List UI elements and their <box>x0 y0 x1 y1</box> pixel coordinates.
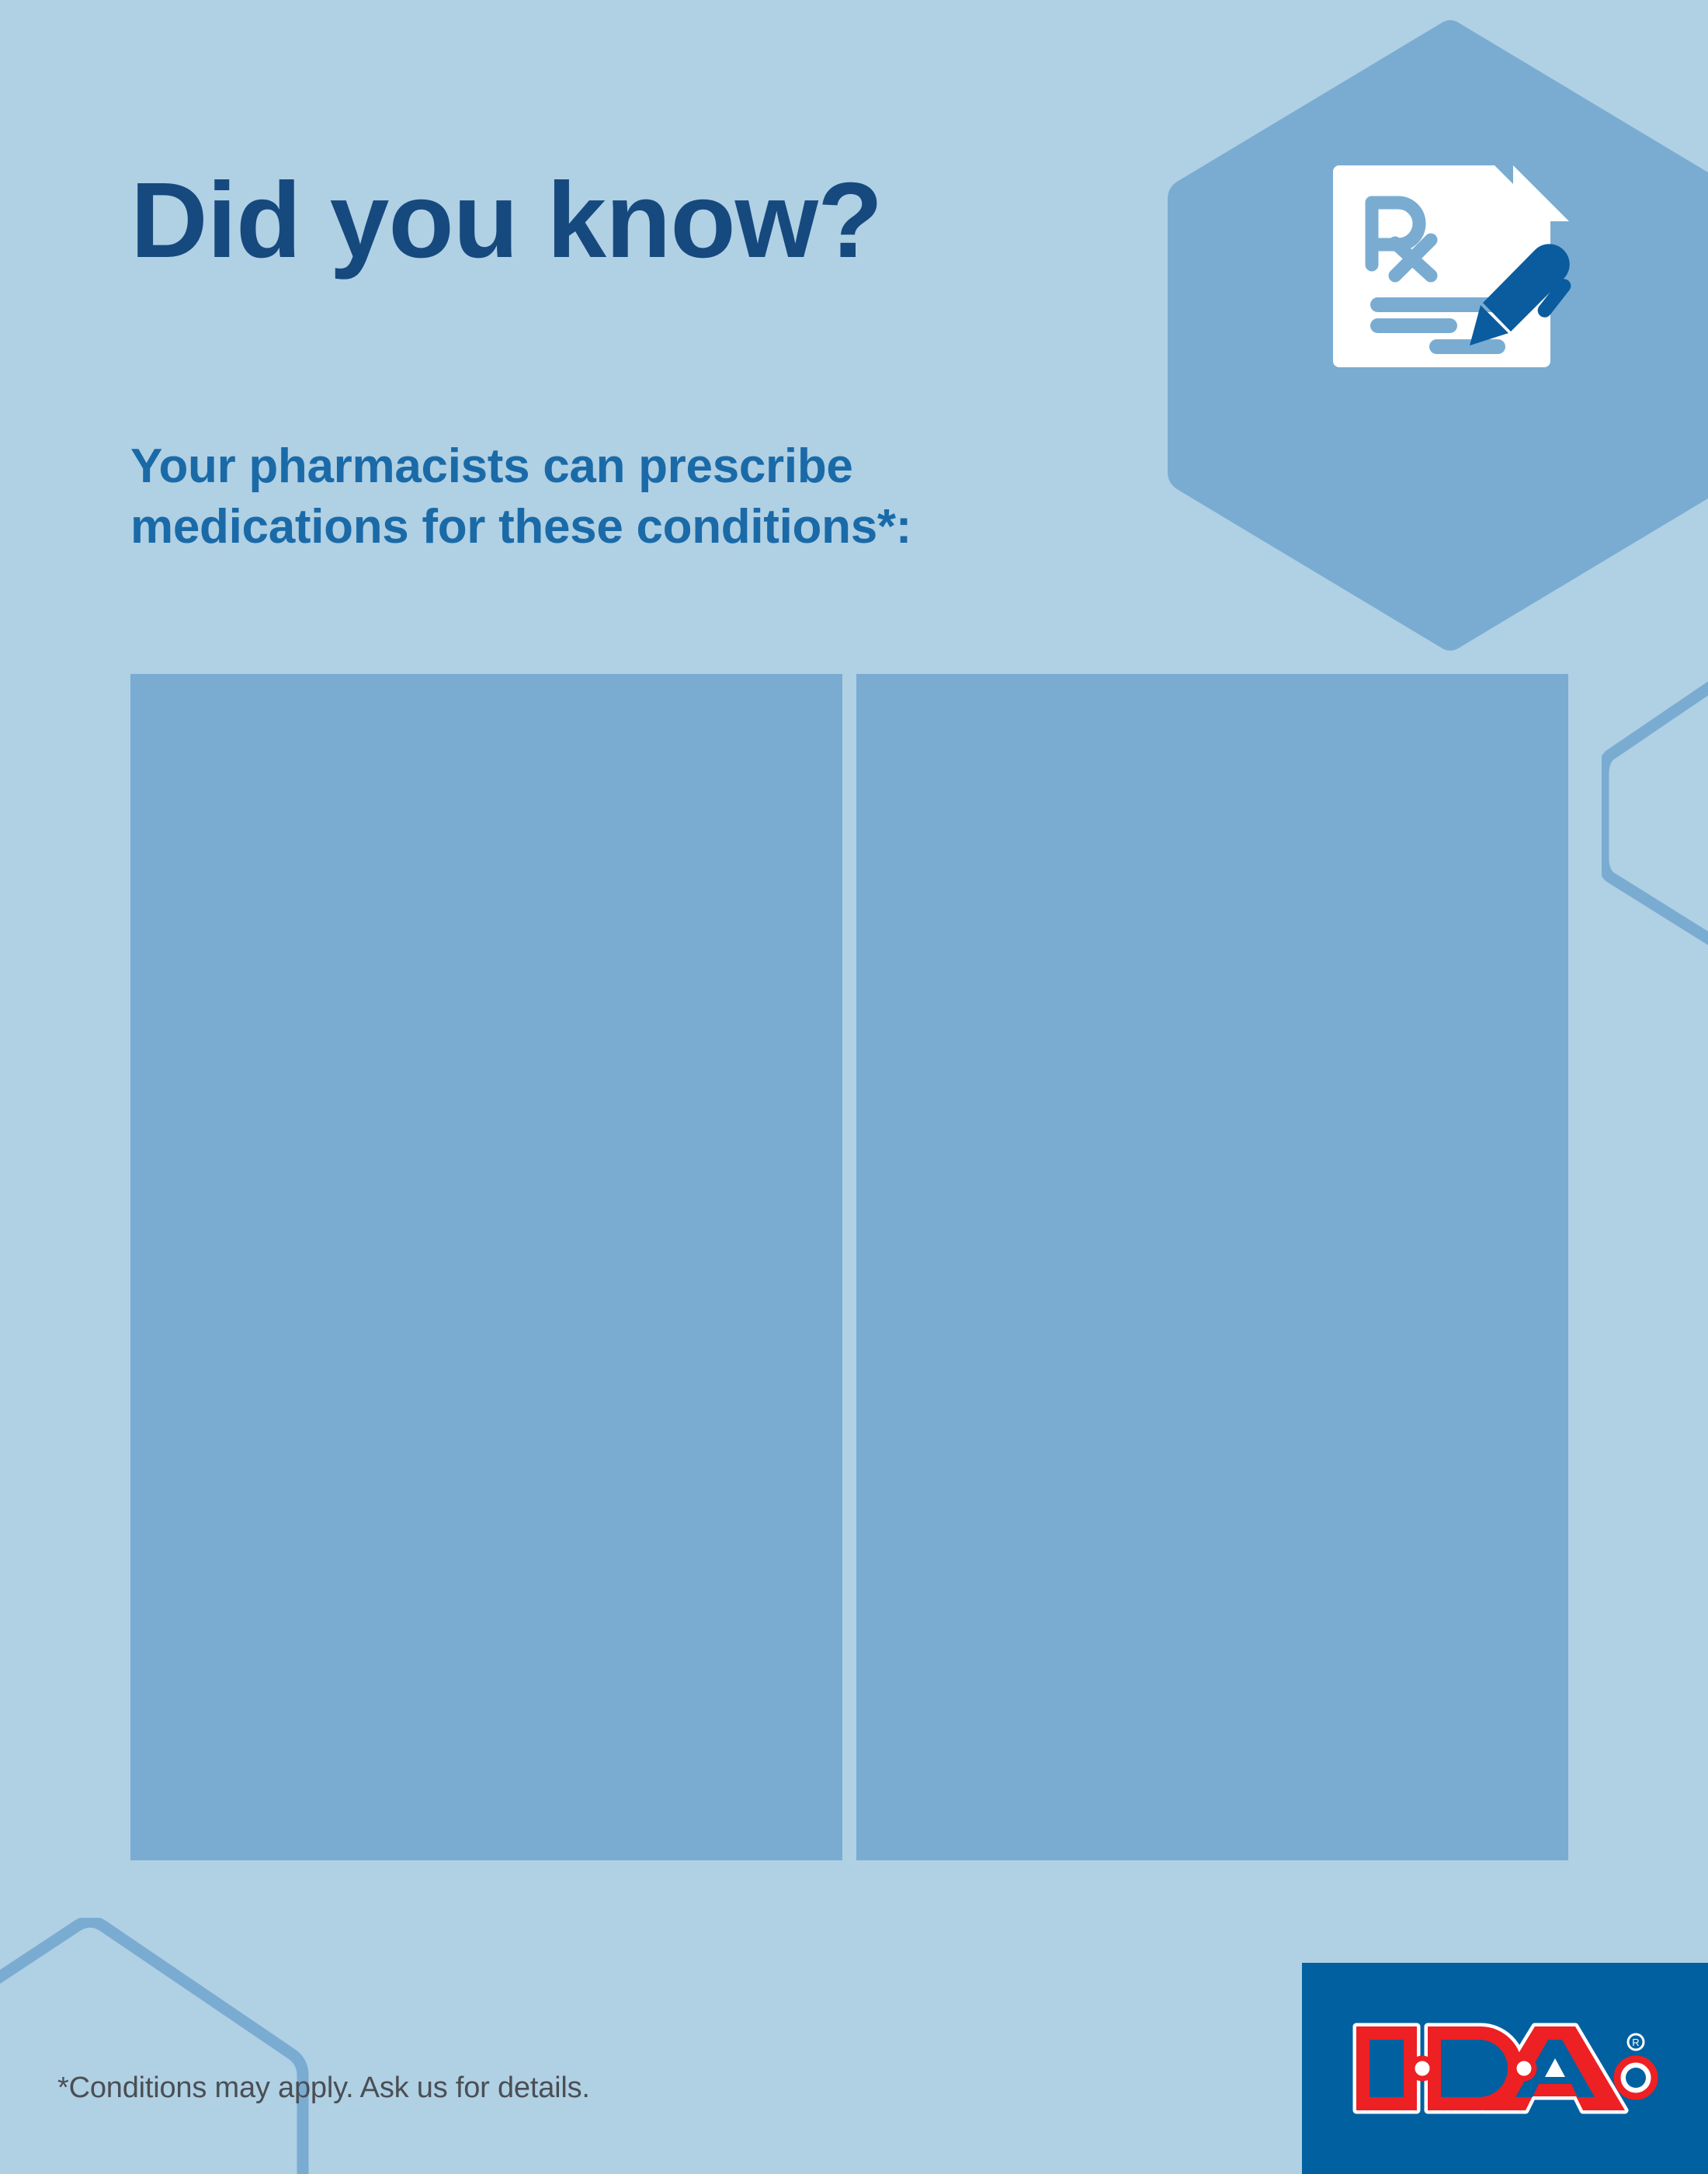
conditions-panel-group <box>130 674 1568 1860</box>
hexagon-outline-decoration-right <box>1597 664 1708 959</box>
hexagon-outline-decoration-bottom-left <box>0 1915 365 2174</box>
page-title: Did you know? <box>130 161 883 280</box>
svg-text:R: R <box>1632 2037 1639 2048</box>
subheading-line-2: medications for these conditions*: <box>130 500 912 554</box>
conditions-panel-left <box>130 674 842 1860</box>
subheading-line-1: Your pharmacists can prescribe <box>130 439 853 493</box>
conditions-panel-right-content <box>856 674 1568 1860</box>
ida-logo-block: R <box>1302 1963 1708 2174</box>
conditions-panel-right <box>856 674 1568 1860</box>
rx-prescription-pen-icon <box>1314 159 1594 373</box>
subheading: Your pharmacists can prescribe medicatio… <box>130 436 1132 557</box>
footnote-disclaimer: *Conditions may apply. Ask us for detail… <box>57 2072 590 2104</box>
ida-logo-icon: R <box>1350 2014 1661 2123</box>
conditions-panel-left-content <box>130 674 842 1860</box>
